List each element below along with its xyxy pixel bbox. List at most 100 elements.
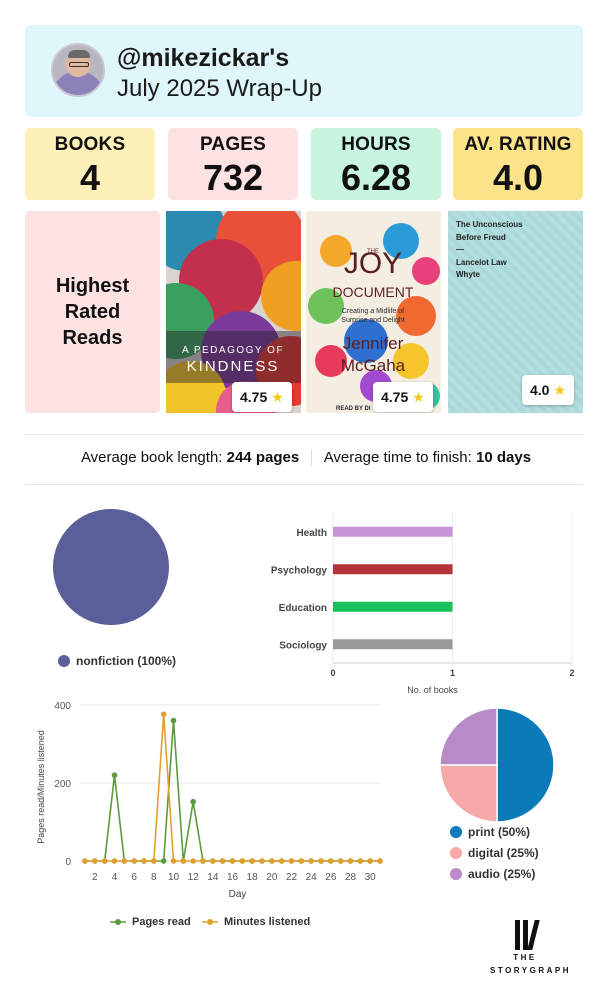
stat-value: 4.0 xyxy=(492,157,544,198)
x-axis-title: Day xyxy=(229,889,247,900)
series-point-0 xyxy=(170,717,177,724)
bar-label-health: Health xyxy=(296,528,327,539)
series-point-1 xyxy=(141,858,147,864)
series-point-1 xyxy=(367,858,373,864)
stat-av-rating: AV. RATING 4.0 xyxy=(453,128,583,200)
series-point-1 xyxy=(249,858,255,864)
storygraph-logo[interactable]: THE STORYGRAPH xyxy=(490,918,572,976)
series-point-1 xyxy=(288,858,295,864)
stat-hours: HOURS 6.28 xyxy=(311,128,441,200)
y-axis-title: Pages read/Minutes listened xyxy=(36,730,46,844)
highest-rated-label-box: Highest Rated Reads xyxy=(25,211,160,413)
series-point-1 xyxy=(131,858,137,864)
bar-label-sociology: Sociology xyxy=(279,640,327,651)
divider xyxy=(25,434,583,435)
legend-dot xyxy=(450,847,462,859)
series-point-1 xyxy=(82,858,88,864)
series-point-0 xyxy=(160,858,167,864)
bar-psychology xyxy=(333,564,453,575)
cover-line: — xyxy=(456,245,464,254)
y-tick-label: 0 xyxy=(65,857,71,868)
series-point-1 xyxy=(180,858,187,864)
series-point-1 xyxy=(308,858,314,864)
book-cover-pedagogy-of-kindness[interactable]: A PEDAGOGY OF KINDNESS 4.75 ★ xyxy=(166,211,301,413)
series-point-1 xyxy=(298,858,305,864)
series-point-1 xyxy=(357,858,364,864)
wrapup-title: July 2025 Wrap-Up xyxy=(117,75,322,102)
separator xyxy=(311,450,313,467)
bar-label-education: Education xyxy=(279,603,327,614)
divider xyxy=(25,484,583,485)
avatar[interactable] xyxy=(51,43,105,97)
x-tick-label: 20 xyxy=(266,872,278,883)
x-tick-label: 2 xyxy=(569,668,574,678)
x-tick-label: 4 xyxy=(112,872,118,883)
avg-length-label: Average book length: xyxy=(80,449,223,466)
series-point-1 xyxy=(210,858,216,864)
x-tick-label: 24 xyxy=(306,872,318,883)
stat-value: 6.28 xyxy=(340,157,412,198)
umbrella-cover-art: A PEDAGOGY OF KINDNESS xyxy=(166,211,301,413)
cover-text: McGaha xyxy=(341,356,406,375)
logo-text-the: THE xyxy=(513,953,537,962)
legend-audio: audio (25%) xyxy=(450,867,535,881)
x-tick-label: 10 xyxy=(168,872,180,883)
book-cover-joy-document[interactable]: THE JOY DOCUMENT Creating a Midlife of S… xyxy=(306,211,441,413)
header-card: @mikezickar's July 2025 Wrap-Up xyxy=(25,25,583,117)
series-point-1 xyxy=(190,858,196,864)
series-line-1 xyxy=(85,714,380,862)
series-point-1 xyxy=(377,858,383,864)
star-icon: ★ xyxy=(553,381,567,398)
legend-dot xyxy=(58,655,70,667)
pie-slice-nonfiction xyxy=(53,509,169,625)
cover-text: Jennifer xyxy=(343,334,404,353)
cover-text: JOY xyxy=(344,247,402,280)
y-tick-label: 200 xyxy=(54,779,71,790)
legend-digital: digital (25%) xyxy=(450,846,539,860)
pie-slice-audio xyxy=(439,707,498,766)
avg-finish-label: Average time to finish: xyxy=(323,449,472,466)
x-tick-label: 16 xyxy=(227,872,239,883)
stat-pages: PAGES 732 xyxy=(168,128,298,200)
legend-label: digital (25%) xyxy=(468,846,539,860)
averages-line: Average book length: 244 pages Average t… xyxy=(0,449,612,467)
x-tick-label: 26 xyxy=(325,872,337,883)
cover-line: Whyte xyxy=(456,270,480,279)
username[interactable]: @mikezickar's xyxy=(117,44,290,72)
book-cover-unconscious-before-freud[interactable]: The Unconscious Before Freud — Lancelot … xyxy=(448,211,583,413)
series-point-1 xyxy=(101,858,108,864)
legend-label: Minutes listened xyxy=(224,916,311,928)
series-point-1 xyxy=(269,858,275,864)
cover-text: KINDNESS xyxy=(187,358,280,375)
series-point-1 xyxy=(278,858,285,864)
series-point-1 xyxy=(219,858,226,864)
x-tick-label: 28 xyxy=(345,872,357,883)
x-axis-title: No. of books xyxy=(407,685,458,695)
bar-sociology xyxy=(333,639,453,650)
books-icon xyxy=(490,918,560,950)
series-point-0 xyxy=(190,798,196,805)
cover-text: READ BY DI xyxy=(336,406,371,412)
series-line-0 xyxy=(85,720,380,862)
cover-text: A PEDAGOGY OF xyxy=(182,345,284,356)
legend-line-marker xyxy=(110,919,126,925)
rating-badge: 4.75 ★ xyxy=(373,382,433,412)
format-pie-chart xyxy=(439,707,555,823)
series-point-1 xyxy=(259,858,265,864)
series-point-1 xyxy=(337,858,344,864)
cover-text: THE xyxy=(367,249,379,255)
rating-badge: 4.0 ★ xyxy=(522,375,575,405)
legend-label: Pages read xyxy=(132,916,191,928)
bar-education xyxy=(333,601,453,612)
rating-value: 4.75 xyxy=(240,389,268,405)
cover-text: Creating a Midlife of xyxy=(342,308,404,315)
logo-text-storygraph: STORYGRAPH xyxy=(490,966,572,975)
x-tick-label: 0 xyxy=(330,668,335,678)
cover-line: The Unconscious xyxy=(456,220,523,229)
stat-label: HOURS xyxy=(341,134,411,155)
series-point-1 xyxy=(111,858,118,864)
cover-text: Surprise and Delight xyxy=(341,317,404,324)
legend-dot xyxy=(450,868,462,880)
series-point-1 xyxy=(200,858,206,864)
stat-value: 4 xyxy=(79,157,101,198)
